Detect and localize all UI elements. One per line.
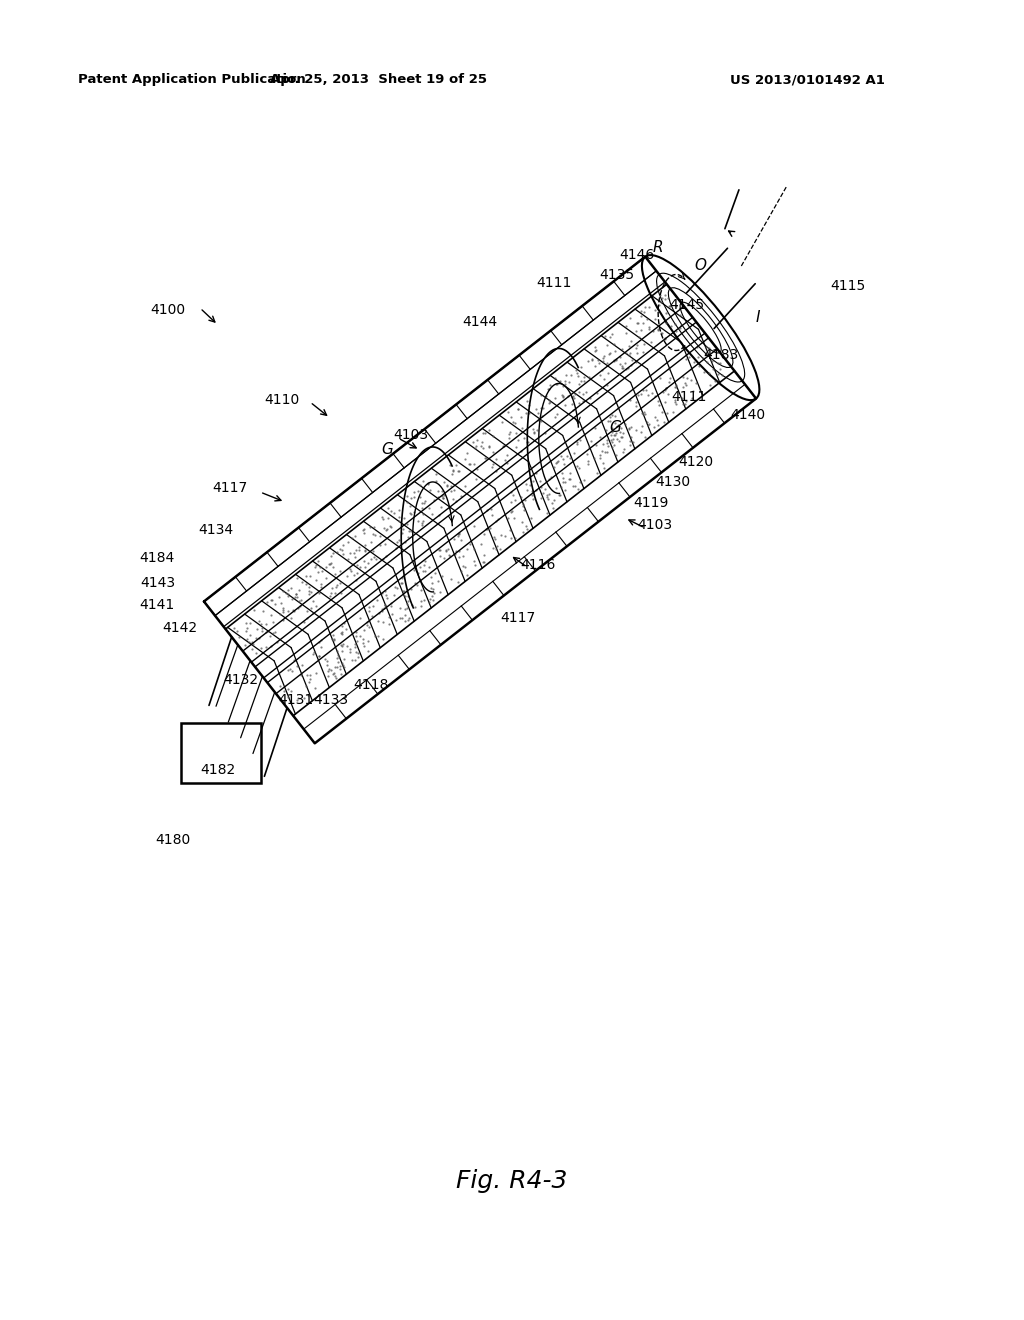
Text: O: O (694, 257, 706, 272)
Text: G: G (381, 442, 393, 458)
Text: I: I (756, 310, 760, 326)
Text: 4115: 4115 (830, 279, 865, 293)
Text: 4103: 4103 (393, 428, 428, 442)
Text: 4117: 4117 (500, 611, 536, 624)
Text: 4140: 4140 (730, 408, 765, 422)
Text: 4131: 4131 (278, 693, 313, 708)
Text: 4145: 4145 (669, 298, 705, 312)
Text: 4117: 4117 (213, 480, 248, 495)
Text: 4119: 4119 (633, 496, 669, 510)
Text: 4110: 4110 (265, 393, 300, 407)
Text: 4184: 4184 (139, 550, 175, 565)
Text: 4146: 4146 (618, 248, 654, 261)
Text: 4118: 4118 (353, 678, 388, 692)
Text: Fig. R4-3: Fig. R4-3 (457, 1170, 567, 1193)
Text: 4100: 4100 (150, 304, 185, 317)
Text: Apr. 25, 2013  Sheet 19 of 25: Apr. 25, 2013 Sheet 19 of 25 (269, 74, 486, 87)
Text: 4180: 4180 (155, 833, 190, 847)
Text: 4111: 4111 (672, 389, 707, 404)
Text: 4135: 4135 (599, 268, 634, 282)
Text: 4143: 4143 (140, 576, 175, 590)
Text: 4144: 4144 (462, 315, 497, 329)
Text: US 2013/0101492 A1: US 2013/0101492 A1 (730, 74, 885, 87)
Text: 4142: 4142 (162, 620, 197, 635)
Text: G: G (609, 421, 621, 436)
Text: Patent Application Publication: Patent Application Publication (78, 74, 306, 87)
Text: 4134: 4134 (198, 523, 233, 537)
Text: 4132: 4132 (223, 673, 258, 686)
Text: R: R (652, 240, 664, 256)
Text: 4120: 4120 (678, 455, 713, 469)
Text: 4182: 4182 (200, 763, 236, 777)
Text: 4111: 4111 (537, 276, 572, 290)
Text: 4116: 4116 (520, 558, 555, 572)
Text: 4130: 4130 (655, 475, 690, 488)
Text: 4141: 4141 (139, 598, 175, 612)
Text: 4133: 4133 (313, 693, 348, 708)
Text: 4103: 4103 (637, 517, 672, 532)
Text: 4183: 4183 (703, 348, 738, 362)
